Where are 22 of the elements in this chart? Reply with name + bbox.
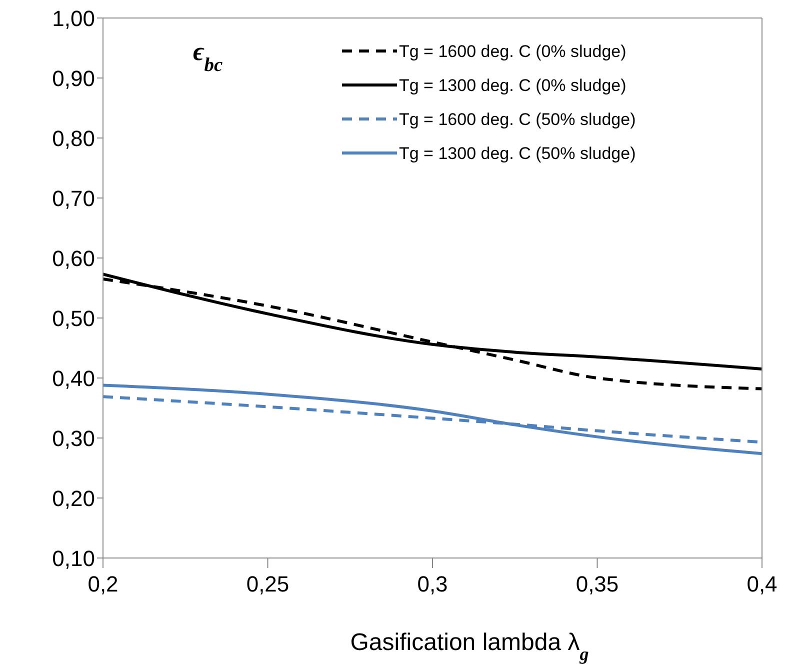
- y-tick-label: 0,10: [52, 546, 95, 571]
- y-tick-label: 0,90: [52, 66, 95, 91]
- y-tick-label: 0,40: [52, 366, 95, 391]
- x-tick-label: 0,25: [246, 572, 290, 597]
- y-tick-label: 0,60: [52, 246, 95, 271]
- line-series: [103, 384, 762, 456]
- y-tick-label: 0,80: [52, 126, 95, 151]
- y-tick-label: 0,70: [52, 186, 95, 211]
- x-tick-label: 0,3: [417, 572, 448, 597]
- y-axis-title: ϵ$_{bc}$: [193, 37, 223, 76]
- x-axis-title: Gasification lambda λ$_{g}$: [350, 629, 589, 664]
- y-tick-label: 0,30: [52, 426, 95, 451]
- x-tick-label: 0,2: [88, 572, 118, 597]
- x-tick-label: 0,4: [746, 572, 778, 597]
- legend-label: Tg = 1600 deg. C (0% sludge): [399, 42, 626, 61]
- y-tick-label: 1,00: [52, 6, 95, 31]
- legend-label: Tg = 1300 deg. C (0% sludge): [399, 76, 626, 95]
- y-tick-label: 0,50: [52, 306, 95, 331]
- legend-label: Tg = 1300 deg. C (50% sludge): [399, 144, 636, 163]
- x-tick-label: 0,35: [576, 572, 619, 597]
- legend-label: Tg = 1600 deg. C (50% sludge): [399, 110, 636, 129]
- y-tick-label: 0,20: [52, 486, 95, 511]
